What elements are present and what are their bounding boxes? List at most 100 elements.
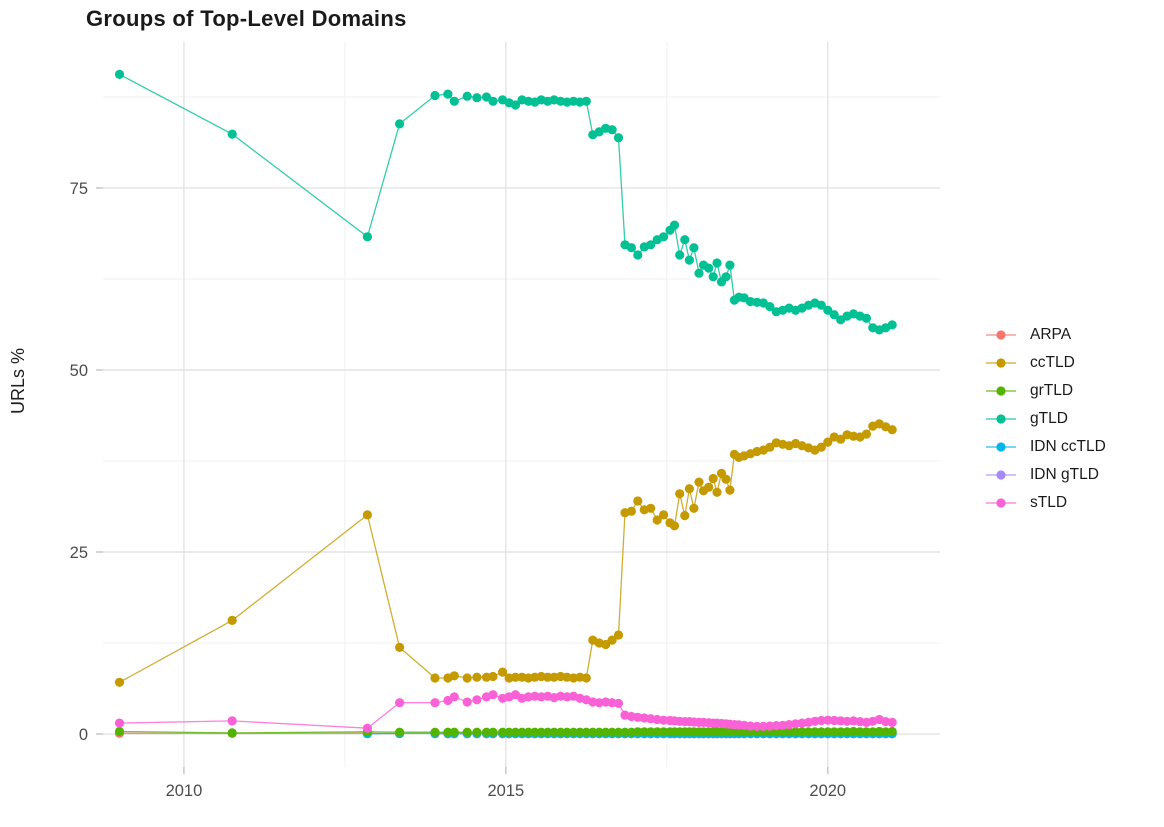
legend-item-arpa: ARPA bbox=[985, 321, 1106, 349]
data-point bbox=[481, 92, 492, 102]
data-point bbox=[395, 727, 405, 737]
data-point bbox=[556, 727, 566, 737]
data-point bbox=[430, 90, 440, 101]
data-point bbox=[855, 727, 865, 737]
data-point bbox=[887, 425, 897, 435]
data-point bbox=[823, 727, 833, 737]
data-point bbox=[810, 727, 820, 737]
x-tick-label-2010: 2010 bbox=[166, 782, 203, 800]
data-point bbox=[704, 482, 714, 492]
data-point bbox=[227, 728, 237, 738]
data-point bbox=[472, 695, 482, 705]
data-point bbox=[510, 100, 521, 110]
data-point bbox=[462, 727, 472, 737]
data-point bbox=[443, 89, 453, 99]
data-point bbox=[646, 727, 656, 737]
legend-item-idn-gtld: IDN gTLD bbox=[985, 461, 1106, 489]
data-point bbox=[887, 717, 897, 728]
data-point bbox=[449, 96, 459, 106]
data-point bbox=[395, 642, 405, 653]
legend-label: IDN ccTLD bbox=[1030, 438, 1106, 455]
legend-key-icon bbox=[986, 470, 1016, 480]
data-point bbox=[498, 727, 508, 737]
legend-item-gtld: gTLD bbox=[985, 405, 1106, 433]
data-point bbox=[745, 721, 756, 731]
data-point bbox=[362, 723, 372, 733]
legend-label: ARPA bbox=[1030, 326, 1072, 343]
data-point bbox=[848, 726, 859, 737]
data-point bbox=[669, 220, 680, 230]
data-point bbox=[829, 310, 839, 320]
legend-item-stld: sTLD bbox=[985, 489, 1106, 517]
series-stld bbox=[114, 690, 897, 733]
data-point bbox=[669, 521, 680, 531]
chart-title: Groups of Top-Level Domains bbox=[86, 6, 407, 31]
data-point bbox=[675, 250, 685, 260]
data-point bbox=[816, 727, 826, 737]
data-point bbox=[680, 235, 690, 245]
data-point bbox=[114, 718, 125, 728]
data-point bbox=[613, 133, 624, 143]
data-point bbox=[784, 727, 794, 737]
data-point bbox=[613, 727, 624, 737]
data-point bbox=[481, 727, 492, 737]
data-point bbox=[752, 721, 762, 732]
data-point bbox=[712, 487, 722, 497]
data-point bbox=[362, 510, 372, 520]
data-point bbox=[549, 727, 559, 737]
data-point bbox=[778, 727, 788, 737]
data-point bbox=[659, 727, 669, 737]
data-point bbox=[536, 727, 546, 737]
data-point bbox=[613, 698, 624, 709]
data-point bbox=[639, 727, 649, 737]
data-point bbox=[488, 727, 498, 737]
legend-label: gTLD bbox=[1030, 410, 1068, 427]
data-point bbox=[694, 268, 704, 278]
data-point bbox=[721, 474, 731, 484]
y-tick-label-25: 25 bbox=[70, 544, 88, 562]
y-tick-label-75: 75 bbox=[70, 180, 88, 198]
x-tick-label-2015: 2015 bbox=[487, 782, 524, 800]
data-point bbox=[765, 302, 775, 312]
data-point bbox=[227, 615, 237, 626]
legend-key-icon bbox=[986, 442, 1016, 452]
data-point bbox=[791, 727, 801, 737]
data-point bbox=[601, 727, 611, 737]
data-point bbox=[881, 727, 891, 737]
data-point bbox=[114, 726, 125, 737]
data-point bbox=[581, 673, 591, 683]
series-gtld bbox=[114, 69, 897, 335]
data-point bbox=[395, 119, 405, 129]
data-point bbox=[823, 305, 833, 315]
data-point bbox=[633, 496, 643, 506]
series-cctld bbox=[114, 419, 897, 687]
data-point bbox=[543, 672, 553, 682]
data-point bbox=[836, 434, 846, 444]
data-point bbox=[689, 243, 699, 253]
data-point bbox=[488, 690, 498, 700]
data-point bbox=[227, 716, 237, 726]
data-point bbox=[523, 727, 534, 737]
data-point bbox=[626, 243, 637, 253]
data-point bbox=[472, 727, 482, 737]
data-point bbox=[449, 692, 459, 702]
data-point bbox=[861, 727, 872, 737]
data-point bbox=[816, 300, 826, 310]
data-point bbox=[646, 503, 656, 513]
data-point bbox=[816, 442, 826, 452]
data-point bbox=[823, 437, 833, 447]
data-point bbox=[472, 93, 482, 103]
data-point bbox=[430, 727, 440, 737]
data-point bbox=[803, 727, 814, 737]
data-point bbox=[227, 129, 237, 139]
legend-item-idn-cctld: IDN ccTLD bbox=[985, 433, 1106, 461]
data-point bbox=[626, 506, 637, 516]
data-point bbox=[836, 727, 846, 737]
data-point bbox=[362, 232, 372, 242]
data-point bbox=[581, 727, 591, 737]
data-point bbox=[797, 727, 807, 737]
data-point bbox=[829, 715, 839, 726]
data-point bbox=[712, 258, 722, 268]
data-point bbox=[675, 489, 685, 499]
y-tick-label-0: 0 bbox=[79, 726, 88, 744]
